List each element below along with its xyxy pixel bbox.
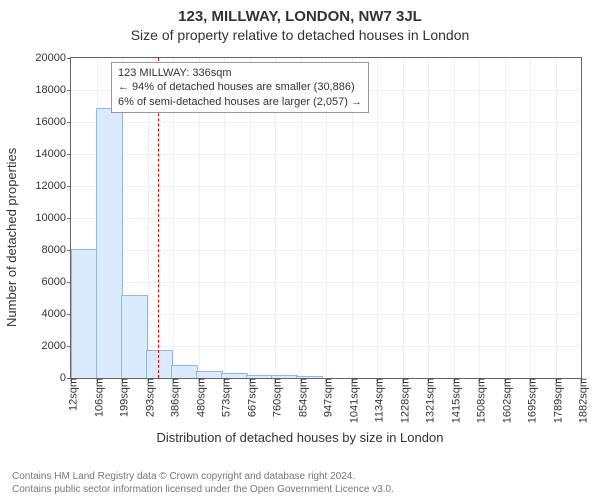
y-axis-label: Number of detached properties [4, 148, 19, 327]
plot-area: 0200040006000800010000120001400016000180… [70, 57, 582, 379]
x-tick-label: 947sqm [318, 378, 335, 417]
x-tick-label: 480sqm [190, 378, 207, 417]
x-tick-label: 1321sqm [420, 378, 437, 423]
y-tick-label: 14000 [35, 148, 71, 160]
y-tick-label: 16000 [35, 116, 71, 128]
x-tick-label: 12sqm [63, 378, 80, 411]
y-tick-label: 2000 [42, 340, 71, 352]
x-tick-label: 1789sqm [547, 378, 564, 423]
y-tick-label: 4000 [42, 308, 71, 320]
x-tick-label: 1602sqm [496, 378, 513, 423]
grid-line-vertical [505, 58, 506, 378]
grid-line-vertical [556, 58, 557, 378]
annotation-line-3: 6% of semi-detached houses are larger (2… [118, 95, 362, 109]
x-tick-label: 573sqm [216, 378, 233, 417]
x-tick-label: 386sqm [165, 378, 182, 417]
histogram-bar [246, 375, 273, 378]
x-tick-label: 1228sqm [394, 378, 411, 423]
footer-attribution: Contains HM Land Registry data © Crown c… [12, 470, 394, 496]
histogram-bar [121, 295, 148, 378]
x-tick-label: 106sqm [88, 378, 105, 417]
y-tick-label: 12000 [35, 180, 71, 192]
x-tick-label: 667sqm [241, 378, 258, 417]
y-tick-label: 20000 [35, 52, 71, 64]
x-tick-label: 199sqm [114, 378, 131, 417]
grid-line-vertical [428, 58, 429, 378]
page-title: 123, MILLWAY, LONDON, NW7 3JL [0, 0, 600, 25]
grid-line-vertical [479, 58, 480, 378]
x-tick-label: 760sqm [267, 378, 284, 417]
grid-line-vertical [530, 58, 531, 378]
y-tick-label: 18000 [35, 84, 71, 96]
y-tick-label: 10000 [35, 212, 71, 224]
annotation-line-1: 123 MILLWAY: 336sqm [118, 66, 362, 80]
x-tick-label: 1695sqm [522, 378, 539, 423]
histogram-bar [196, 371, 223, 378]
chart-wrapper: Number of detached properties 0200040006… [0, 47, 600, 447]
annotation-box: 123 MILLWAY: 336sqm ← 94% of detached ho… [111, 62, 369, 113]
x-tick-label: 1508sqm [471, 378, 488, 423]
x-tick-label: 854sqm [292, 378, 309, 417]
histogram-bar [146, 350, 173, 378]
footer-line-2: Contains public sector information licen… [12, 483, 394, 496]
histogram-bar [71, 249, 98, 378]
annotation-line-2: ← 94% of detached houses are smaller (30… [118, 80, 362, 94]
page-subtitle: Size of property relative to detached ho… [0, 25, 600, 47]
histogram-bar [221, 373, 248, 378]
grid-line-vertical [377, 58, 378, 378]
y-tick-label: 6000 [42, 276, 71, 288]
histogram-bar [271, 375, 298, 378]
x-axis-label: Distribution of detached houses by size … [0, 430, 600, 445]
grid-line-vertical [454, 58, 455, 378]
x-tick-label: 1041sqm [343, 378, 360, 423]
histogram-bar [96, 108, 123, 378]
y-tick-label: 8000 [42, 244, 71, 256]
x-tick-label: 1882sqm [573, 378, 590, 423]
x-tick-label: 1415sqm [445, 378, 462, 423]
histogram-bar [296, 376, 323, 378]
footer-line-1: Contains HM Land Registry data © Crown c… [12, 470, 394, 483]
x-tick-label: 1134sqm [369, 378, 386, 422]
x-tick-label: 293sqm [139, 378, 156, 417]
histogram-bar [171, 365, 198, 378]
grid-line-vertical [403, 58, 404, 378]
